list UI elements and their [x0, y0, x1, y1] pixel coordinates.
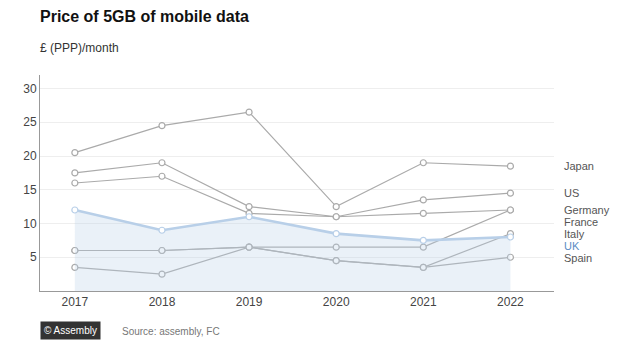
svg-text:2020: 2020 — [323, 295, 350, 309]
svg-text:2018: 2018 — [149, 295, 176, 309]
svg-text:US: US — [564, 187, 579, 199]
svg-text:5: 5 — [30, 250, 37, 264]
svg-text:Spain: Spain — [564, 252, 592, 264]
svg-text:15: 15 — [23, 183, 37, 197]
svg-text:2019: 2019 — [236, 295, 263, 309]
svg-text:Price of 5GB of mobile data: Price of 5GB of mobile data — [40, 8, 249, 25]
svg-text:£ (PPP)/month: £ (PPP)/month — [40, 41, 119, 55]
svg-text:Germany: Germany — [564, 204, 610, 216]
svg-text:Italy: Italy — [564, 228, 585, 240]
svg-text:Source: assembly, FC: Source: assembly, FC — [122, 326, 220, 337]
svg-text:Japan: Japan — [564, 160, 594, 172]
svg-text:UK: UK — [564, 240, 580, 252]
svg-text:25: 25 — [23, 115, 37, 129]
svg-text:France: France — [564, 216, 598, 228]
svg-text:2017: 2017 — [61, 295, 88, 309]
svg-text:30: 30 — [23, 82, 37, 96]
svg-text:10: 10 — [23, 217, 37, 231]
svg-text:2022: 2022 — [497, 295, 524, 309]
svg-text:© Assembly: © Assembly — [44, 325, 97, 336]
svg-text:2021: 2021 — [410, 295, 437, 309]
svg-text:20: 20 — [23, 149, 37, 163]
